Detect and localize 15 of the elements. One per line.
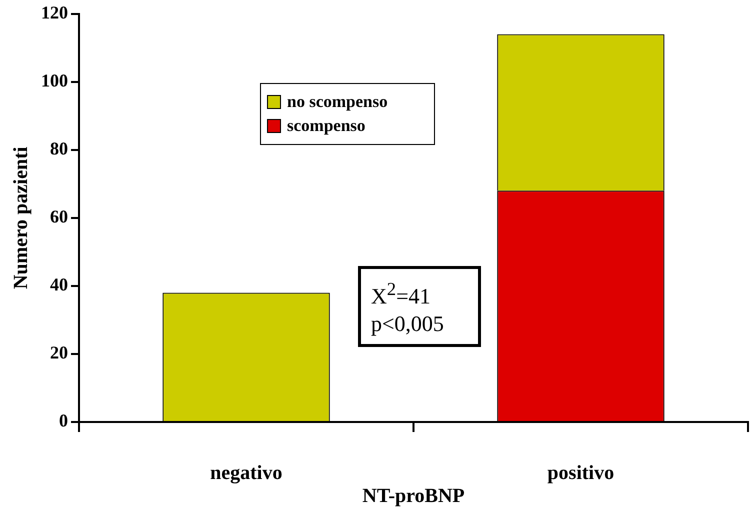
- annotation: X$^{2}$=41: [371, 278, 432, 310]
- x-tick-label: positivo: [547, 462, 614, 484]
- y-tick-label: 120: [41, 2, 68, 22]
- legend-label: scompenso: [287, 116, 366, 136]
- y-tick-label: 40: [50, 274, 68, 295]
- y-tick-label: 20: [50, 342, 68, 363]
- legend-label: no scompenso: [287, 92, 388, 112]
- y-tick-label: 100: [41, 70, 68, 90]
- x-axis-title: NT-proBNP: [362, 485, 465, 508]
- x-tick-label: negativo: [210, 462, 282, 484]
- y-tick-label: 0: [59, 410, 68, 431]
- y-axis-title: Numero pazienti: [10, 146, 32, 290]
- y-tick-label: 80: [50, 138, 68, 159]
- y-tick-label: 60: [50, 206, 68, 227]
- annotation: p<0,005: [371, 310, 445, 338]
